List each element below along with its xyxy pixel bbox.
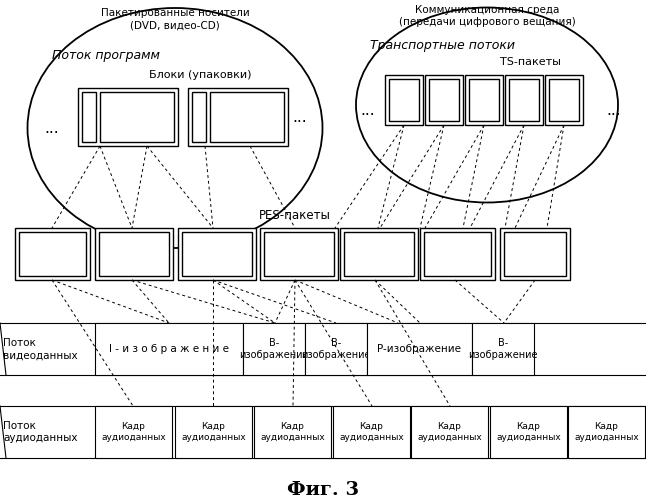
Text: I - и з о б р а ж е н и е: I - и з о б р а ж е н и е: [109, 344, 229, 354]
Text: (передачи цифрового вещания): (передачи цифрового вещания): [399, 17, 576, 27]
Text: (DVD, видео-CD): (DVD, видео-CD): [130, 20, 220, 30]
Bar: [305, 323, 367, 375]
Bar: [100, 92, 174, 142]
Text: TS-пакеты: TS-пакеты: [499, 57, 561, 67]
Text: B-
изображение: B- изображение: [468, 338, 537, 360]
Bar: [545, 75, 583, 125]
Bar: [425, 75, 463, 125]
Bar: [500, 228, 570, 280]
Text: ...: ...: [45, 120, 59, 136]
Bar: [0, 406, 646, 458]
Text: ...: ...: [360, 102, 375, 117]
Bar: [99, 232, 169, 276]
Bar: [367, 323, 472, 375]
Bar: [505, 75, 543, 125]
Bar: [188, 88, 288, 146]
Bar: [82, 92, 96, 142]
Bar: [509, 79, 539, 121]
Text: B-
изображение: B- изображение: [301, 338, 371, 360]
Text: Поток
видеоданных: Поток видеоданных: [3, 338, 78, 360]
Bar: [95, 323, 243, 375]
Text: Поток
аудиоданных: Поток аудиоданных: [3, 421, 78, 443]
Bar: [95, 228, 173, 280]
Bar: [192, 92, 206, 142]
Text: Поток программ: Поток программ: [52, 49, 160, 62]
Bar: [333, 406, 410, 458]
Bar: [465, 75, 503, 125]
Bar: [95, 406, 172, 458]
Bar: [504, 232, 566, 276]
Bar: [182, 232, 252, 276]
Bar: [424, 232, 491, 276]
Bar: [0, 323, 646, 375]
Bar: [549, 79, 579, 121]
Text: Кадр
аудиоданных: Кадр аудиоданных: [574, 422, 639, 442]
Text: Блоки (упаковки): Блоки (упаковки): [149, 70, 251, 80]
Text: Кадр
аудиоданных: Кадр аудиоданных: [339, 422, 404, 442]
Text: P-изображение: P-изображение: [377, 344, 461, 354]
Bar: [175, 406, 252, 458]
Bar: [389, 79, 419, 121]
Bar: [264, 232, 334, 276]
Bar: [243, 323, 305, 375]
Text: PES-пакеты: PES-пакеты: [259, 209, 331, 222]
Bar: [260, 228, 338, 280]
Text: Кадр
аудиоданных: Кадр аудиоданных: [496, 422, 561, 442]
Bar: [15, 228, 90, 280]
Bar: [568, 406, 645, 458]
Text: Пакетированные носители: Пакетированные носители: [101, 8, 249, 18]
Text: Фиг. 3: Фиг. 3: [287, 481, 359, 499]
Text: ...: ...: [607, 102, 621, 117]
Bar: [411, 406, 488, 458]
Text: B-
изображение: B- изображение: [239, 338, 309, 360]
Bar: [420, 228, 495, 280]
Bar: [254, 406, 331, 458]
Bar: [19, 232, 86, 276]
Text: Транспортные потоки: Транспортные потоки: [370, 39, 515, 52]
Text: ...: ...: [293, 109, 307, 124]
Text: Коммуникационная среда: Коммуникационная среда: [415, 5, 559, 15]
Bar: [178, 228, 256, 280]
Text: Кадр
аудиоданных: Кадр аудиоданных: [181, 422, 246, 442]
Bar: [78, 88, 178, 146]
Bar: [385, 75, 423, 125]
Bar: [469, 79, 499, 121]
Bar: [472, 323, 534, 375]
Text: Кадр
аудиоданных: Кадр аудиоданных: [260, 422, 325, 442]
Bar: [340, 228, 418, 280]
Bar: [490, 406, 567, 458]
Text: Кадр
аудиоданных: Кадр аудиоданных: [101, 422, 166, 442]
Text: Кадр
аудиоданных: Кадр аудиоданных: [417, 422, 482, 442]
Bar: [210, 92, 284, 142]
Bar: [344, 232, 414, 276]
Bar: [429, 79, 459, 121]
